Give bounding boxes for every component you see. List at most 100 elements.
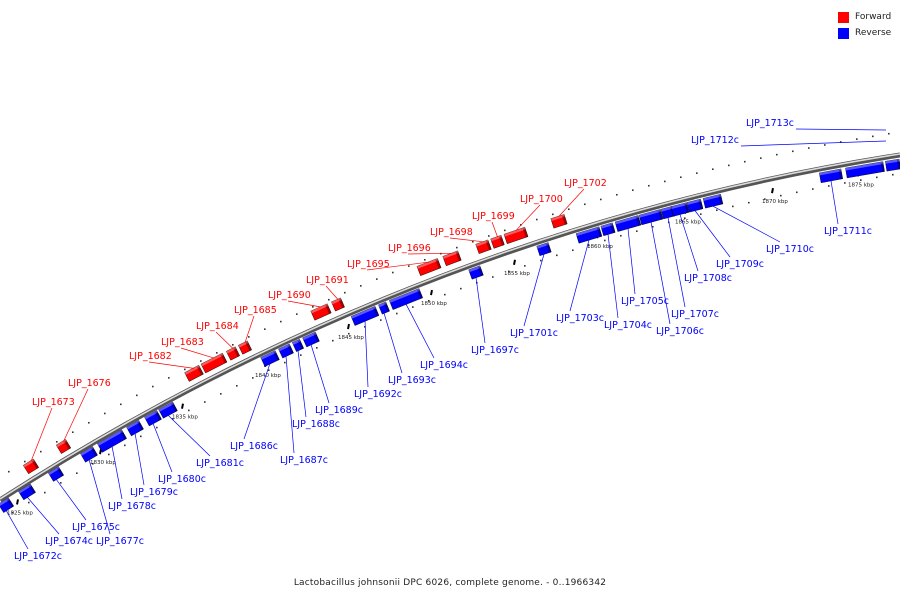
reverse-gene bbox=[0, 497, 15, 513]
lower-dot bbox=[268, 369, 270, 371]
reverse-gene bbox=[292, 338, 304, 352]
lower-dot bbox=[796, 191, 798, 194]
reverse-leader-line bbox=[694, 210, 731, 258]
upper-dot bbox=[392, 271, 394, 274]
reverse-leader-line bbox=[111, 446, 123, 500]
upper-dot bbox=[424, 258, 426, 261]
reverse-leader-line bbox=[795, 128, 887, 131]
kbp-label: 1835 kbp bbox=[172, 415, 198, 421]
lower-dot bbox=[44, 491, 46, 494]
genome-backbone bbox=[0, 152, 900, 503]
reverse-gene-label: LJP_1687c bbox=[280, 455, 328, 466]
reverse-gene-label: LJP_1680c bbox=[158, 474, 206, 485]
reverse-leader-line bbox=[405, 303, 435, 359]
lower-dot bbox=[348, 332, 350, 335]
lower-dot bbox=[652, 225, 654, 228]
reverse-leader-line bbox=[383, 312, 403, 374]
lower-dot bbox=[396, 312, 398, 315]
forward-gene-label: LJP_1676 bbox=[68, 378, 111, 389]
reverse-leader-line bbox=[55, 478, 87, 521]
reverse-gene-label: LJP_1678c bbox=[108, 501, 156, 512]
kbp-label: 1870 kbp bbox=[762, 199, 788, 205]
reverse-gene bbox=[144, 410, 162, 427]
lower-dot bbox=[588, 244, 590, 247]
lower-dot bbox=[380, 319, 382, 321]
kbp-label: 1865 kbp bbox=[675, 220, 701, 226]
lower-dot bbox=[556, 254, 558, 257]
lower-dot bbox=[732, 205, 734, 208]
reverse-gene-label: LJP_1713c bbox=[746, 118, 794, 129]
reverse-gene bbox=[158, 401, 178, 419]
forward-gene bbox=[550, 214, 568, 229]
forward-gene-label: LJP_1682 bbox=[129, 351, 172, 362]
lower-dot bbox=[444, 293, 446, 296]
upper-dot bbox=[568, 208, 570, 211]
upper-dot bbox=[888, 132, 890, 135]
reverse-gene-label: LJP_1710c bbox=[766, 244, 814, 255]
upper-dot bbox=[40, 450, 42, 453]
kbp-tick-mark bbox=[16, 499, 19, 505]
reverse-leader-line bbox=[712, 205, 781, 243]
upper-dot bbox=[504, 229, 506, 232]
lower-dot bbox=[764, 198, 766, 200]
lower-dot bbox=[108, 453, 110, 456]
reverse-leader-line bbox=[88, 459, 111, 535]
lower-dot bbox=[12, 511, 14, 514]
forward-genes bbox=[22, 214, 568, 475]
upper-dot bbox=[456, 246, 458, 249]
forward-gene-label: LJP_1685 bbox=[234, 305, 277, 316]
gene-labels: LJP_1673 LJP_1676 LJP_1682 LJP_1683 LJP_1684… bbox=[14, 118, 872, 562]
reverse-gene bbox=[468, 265, 484, 280]
legend-reverse: Reverse bbox=[838, 25, 891, 41]
reverse-gene bbox=[48, 466, 64, 482]
kbp-tick-mark bbox=[347, 323, 350, 330]
kbp-label: 1875 kbp bbox=[848, 182, 874, 188]
reverse-gene-label: LJP_1675c bbox=[72, 522, 120, 533]
forward-gene-label: LJP_1673 bbox=[32, 397, 75, 408]
reverse-gene bbox=[885, 158, 900, 172]
forward-leader-line bbox=[407, 252, 453, 255]
forward-gene bbox=[200, 352, 228, 374]
upper-dot bbox=[728, 164, 730, 167]
forward-leader-line bbox=[449, 237, 484, 243]
reverse-gene bbox=[260, 350, 280, 367]
lower-dot bbox=[92, 462, 94, 465]
reverse-gene bbox=[614, 215, 642, 232]
reverse-gene bbox=[686, 198, 704, 213]
upper-dot bbox=[296, 313, 298, 315]
tick-dots bbox=[8, 132, 894, 514]
reverse-gene-label: LJP_1697c bbox=[471, 345, 519, 356]
upper-dot bbox=[376, 278, 378, 280]
reverse-gene-label: LJP_1681c bbox=[196, 458, 244, 469]
forward-gene-label: LJP_1695 bbox=[347, 259, 390, 270]
lower-dot bbox=[524, 265, 526, 267]
reverse-leader-line bbox=[607, 234, 619, 319]
forward-gene-label: LJP_1699 bbox=[472, 211, 515, 222]
forward-gene-label: LJP_1684 bbox=[196, 321, 239, 332]
reverse-leader-line bbox=[569, 239, 590, 312]
reverse-gene bbox=[350, 305, 380, 326]
upper-dot bbox=[584, 203, 586, 206]
lower-dot bbox=[572, 249, 574, 252]
reverse-leader-line bbox=[627, 228, 636, 295]
upper-dot bbox=[120, 403, 122, 406]
upper-dot bbox=[328, 298, 330, 301]
reverse-gene bbox=[126, 420, 144, 437]
forward-leader-line bbox=[287, 300, 322, 308]
reverse-gene bbox=[702, 193, 724, 209]
forward-gene-label: LJP_1700 bbox=[520, 194, 563, 205]
upper-dot bbox=[248, 336, 250, 338]
lower-dot bbox=[828, 185, 830, 187]
forward-gene bbox=[226, 346, 240, 361]
upper-dot bbox=[152, 385, 154, 388]
kbp-tick-mark bbox=[513, 259, 516, 266]
lower-dot bbox=[508, 270, 510, 273]
upper-dot bbox=[88, 421, 90, 424]
reverse-leader-line bbox=[243, 363, 271, 440]
upper-dot bbox=[792, 150, 794, 153]
lower-dot bbox=[204, 401, 206, 403]
kbp-tick-mark bbox=[430, 289, 433, 296]
forward-leader-line bbox=[558, 188, 585, 217]
reverse-gene-label: LJP_1689c bbox=[315, 405, 363, 416]
